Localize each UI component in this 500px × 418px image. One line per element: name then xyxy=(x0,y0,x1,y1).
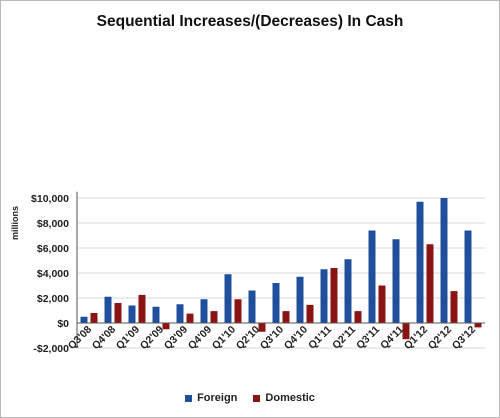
bar-domestic-1 xyxy=(114,303,122,323)
bar-foreign-4 xyxy=(176,304,184,323)
y-tick-label: $6,000 xyxy=(37,243,69,255)
y-tick-label: $0 xyxy=(57,318,69,330)
bar-foreign-9 xyxy=(296,276,304,323)
bar-domestic-2 xyxy=(138,294,146,323)
bar-foreign-1 xyxy=(104,296,112,323)
bar-foreign-8 xyxy=(272,283,280,323)
x-tick-label: Q3'11 xyxy=(354,324,382,352)
y-tick-label: $2,000 xyxy=(37,293,69,305)
bar-domestic-5 xyxy=(210,311,218,323)
bar-foreign-14 xyxy=(416,201,424,323)
x-tick-label: Q1'11 xyxy=(306,324,334,352)
legend-label-domestic: Domestic xyxy=(265,392,315,404)
bar-foreign-7 xyxy=(248,290,256,323)
legend-item-domestic: Domestic xyxy=(253,392,315,404)
bar-domestic-12 xyxy=(378,285,386,323)
chart-title: Sequential Increases/(Decreases) In Cash xyxy=(96,13,404,30)
bar-domestic-15 xyxy=(450,291,458,323)
bar-domestic-8 xyxy=(282,311,290,323)
bar-domestic-11 xyxy=(354,311,362,323)
legend: Foreign Domestic xyxy=(1,392,499,404)
bar-domestic-10 xyxy=(330,268,338,323)
legend-swatch-domestic xyxy=(253,394,261,402)
bar-foreign-12 xyxy=(368,230,376,323)
y-tick-label: $8,000 xyxy=(37,218,69,230)
y-tick-label: $4,000 xyxy=(37,268,69,280)
bar-foreign-5 xyxy=(200,299,208,323)
bar-foreign-10 xyxy=(320,269,328,323)
bar-foreign-13 xyxy=(392,239,400,323)
bar-foreign-0 xyxy=(80,316,88,323)
bar-foreign-15 xyxy=(440,198,448,323)
bar-domestic-16 xyxy=(474,323,482,328)
y-tick-label: $10,000 xyxy=(31,193,69,205)
y-tick-label: -$2,000 xyxy=(33,343,69,355)
bar-foreign-3 xyxy=(152,306,160,323)
bar-domestic-7 xyxy=(258,323,266,332)
x-tick-label: Q2'11 xyxy=(330,324,358,352)
bar-domestic-9 xyxy=(306,304,314,323)
legend-swatch-foreign xyxy=(185,394,193,402)
bar-foreign-11 xyxy=(344,259,352,323)
bar-foreign-6 xyxy=(224,274,232,323)
bar-domestic-4 xyxy=(186,313,194,323)
bar-domestic-6 xyxy=(234,299,242,323)
legend-label-foreign: Foreign xyxy=(197,392,238,404)
bar-foreign-16 xyxy=(464,230,472,323)
bar-domestic-13 xyxy=(402,323,410,340)
legend-item-foreign: Foreign xyxy=(185,392,237,404)
bar-foreign-2 xyxy=(128,305,136,323)
x-tick-label: Q4'11 xyxy=(378,324,406,352)
bar-domestic-0 xyxy=(90,313,98,323)
bar-domestic-3 xyxy=(162,323,170,330)
bar-domestic-14 xyxy=(426,244,434,323)
